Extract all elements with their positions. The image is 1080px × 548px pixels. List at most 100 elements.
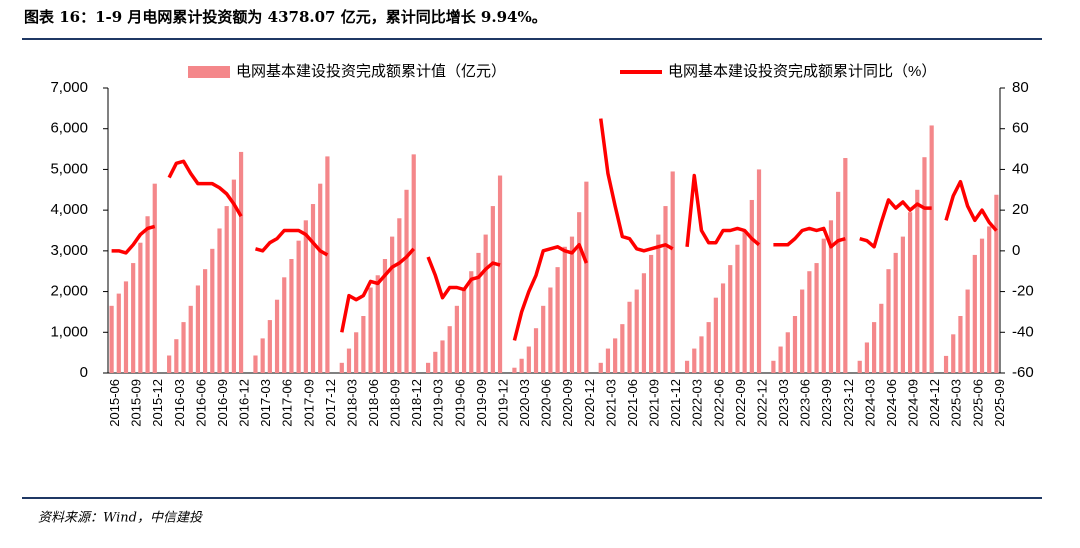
y-tick-label: 5,000 bbox=[50, 160, 88, 177]
bar bbox=[656, 234, 661, 373]
bar bbox=[907, 212, 913, 373]
bar bbox=[951, 334, 956, 373]
bar bbox=[296, 240, 301, 373]
bar bbox=[404, 189, 409, 373]
x-tick-label: 2021-03 bbox=[603, 379, 618, 427]
bar bbox=[872, 322, 877, 373]
bar bbox=[756, 169, 762, 373]
bar bbox=[555, 267, 560, 373]
x-tick-label: 2020-06 bbox=[539, 379, 554, 427]
bar bbox=[670, 171, 675, 373]
y-tick-label: 3,000 bbox=[50, 242, 88, 259]
bar bbox=[598, 362, 603, 373]
y-tick-label: 0 bbox=[80, 364, 88, 381]
chart-title: 图表 16：1-9 月电网累计投资额为 4378.07 亿元，累计同比增长 9.… bbox=[24, 8, 547, 26]
bar bbox=[828, 220, 834, 373]
bar bbox=[361, 316, 366, 373]
bar bbox=[145, 216, 150, 373]
bar bbox=[620, 324, 625, 373]
bar bbox=[987, 226, 992, 373]
bar bbox=[469, 271, 474, 373]
bar bbox=[864, 342, 870, 373]
bar bbox=[346, 348, 352, 373]
bar bbox=[123, 281, 129, 373]
bar bbox=[188, 305, 193, 373]
bar bbox=[613, 338, 618, 373]
bar bbox=[569, 236, 575, 373]
bar bbox=[152, 183, 157, 373]
bar bbox=[310, 204, 316, 373]
x-tick-label: 2015-12 bbox=[150, 379, 165, 427]
bar bbox=[390, 236, 395, 373]
bar bbox=[792, 316, 798, 373]
bar bbox=[210, 248, 215, 373]
bar bbox=[519, 358, 524, 373]
x-tick-label: 2021-06 bbox=[625, 379, 640, 427]
bar bbox=[375, 275, 380, 373]
x-tick-label: 2024-03 bbox=[862, 379, 877, 427]
x-tick-label: 2021-12 bbox=[668, 379, 683, 427]
bar bbox=[684, 360, 690, 373]
x-tick-label: 2023-12 bbox=[841, 379, 856, 427]
bar bbox=[735, 244, 740, 373]
x-tick-label: 2021-09 bbox=[647, 379, 662, 427]
bar bbox=[397, 218, 402, 373]
bar bbox=[181, 322, 186, 373]
x-tick-label: 2020-03 bbox=[517, 379, 532, 427]
x-tick-label: 2017-09 bbox=[301, 379, 316, 427]
bar bbox=[742, 230, 747, 373]
bar bbox=[109, 305, 114, 373]
y2-tick-label: -40 bbox=[1012, 323, 1034, 340]
bar bbox=[303, 220, 308, 373]
bar bbox=[836, 191, 841, 373]
bar bbox=[979, 238, 985, 373]
source: 资料来源：Wind，中信建投 bbox=[38, 511, 203, 526]
bar bbox=[231, 179, 236, 373]
x-tick-label: 2018-03 bbox=[344, 379, 359, 427]
bar bbox=[533, 328, 539, 373]
x-tick-label: 2025-03 bbox=[949, 379, 964, 427]
bar bbox=[641, 273, 647, 373]
bar bbox=[965, 289, 970, 373]
x-tick-label: 2018-09 bbox=[388, 379, 403, 427]
bar bbox=[454, 305, 459, 373]
x-tick-label: 2023-06 bbox=[798, 379, 813, 427]
y-tick-label: 7,000 bbox=[50, 79, 88, 96]
x-tick-label: 2018-06 bbox=[366, 379, 381, 427]
bar bbox=[476, 252, 481, 373]
bar bbox=[893, 252, 898, 373]
bar bbox=[167, 355, 172, 373]
bar bbox=[720, 283, 726, 373]
bar bbox=[627, 301, 632, 373]
x-tick-label: 2018-12 bbox=[409, 379, 424, 427]
bar bbox=[749, 199, 754, 373]
bar bbox=[426, 362, 431, 373]
bar bbox=[958, 316, 963, 373]
bar bbox=[706, 322, 711, 373]
bar bbox=[433, 351, 438, 373]
x-tick-label: 2016-06 bbox=[193, 379, 208, 427]
y-tick-label: 4,000 bbox=[50, 201, 88, 218]
x-tick-label: 2015-06 bbox=[107, 379, 122, 427]
bar bbox=[267, 320, 272, 373]
legend-label: 电网基本建设投资完成额累计值（亿元） bbox=[236, 63, 506, 80]
bar bbox=[440, 340, 445, 373]
y-tick-label: 1,000 bbox=[50, 323, 88, 340]
bar bbox=[778, 346, 783, 373]
y2-tick-label: 40 bbox=[1012, 160, 1029, 177]
bar bbox=[238, 151, 244, 373]
bar bbox=[771, 360, 776, 373]
bar bbox=[915, 189, 920, 373]
bar bbox=[879, 303, 884, 373]
bar bbox=[548, 287, 553, 373]
x-tick-label: 2025-09 bbox=[992, 379, 1007, 427]
x-tick-label: 2019-09 bbox=[474, 379, 489, 427]
bar bbox=[483, 234, 488, 373]
y2-tick-label: 80 bbox=[1012, 79, 1029, 96]
bar bbox=[368, 287, 373, 373]
x-tick-label: 2022-03 bbox=[690, 379, 705, 427]
bar bbox=[497, 175, 503, 373]
bar bbox=[922, 157, 927, 373]
bar bbox=[699, 336, 704, 373]
bar bbox=[461, 289, 467, 373]
